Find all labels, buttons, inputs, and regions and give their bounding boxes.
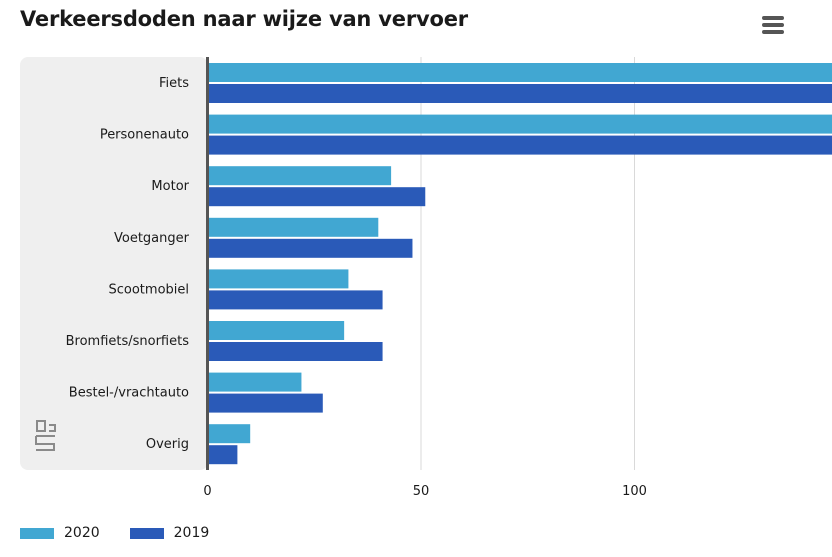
category-label: Personenauto [100,128,189,143]
bar-2020-voetganger[interactable] [209,217,379,237]
bars [209,63,832,465]
bar-2019-bromfiets-snorfiets[interactable] [209,342,383,361]
bar-2019-motor[interactable] [209,187,426,207]
x-tick-label-100: 100 [622,484,647,499]
bar-2020-personenauto[interactable] [209,114,832,134]
hamburger-menu-icon[interactable] [760,16,786,38]
x-tick-labels: 050100150200250 [203,484,647,499]
bar-2019-voetganger[interactable] [209,238,413,258]
category-label: Overig [146,437,189,452]
bar-2019-personenauto[interactable] [209,135,832,155]
bar-2019-overig[interactable] [209,445,238,465]
legend: 2020 2019 [20,525,239,541]
legend-swatch-2020 [20,527,54,539]
bar-2020-motor[interactable] [209,166,392,186]
cbs-logo [35,420,56,451]
legend-item-2019[interactable]: 2019 [129,525,210,541]
category-label: Bestel-/vrachtauto [69,386,189,401]
category-labels: Fiets Personenauto Motor Voetganger Scootmob… [66,76,190,452]
x-tick-label-50: 50 [413,484,430,499]
bar-2020-bromfiets-snorfiets[interactable] [209,321,345,340]
bar-2020-bestel-vrachtauto[interactable] [209,372,302,392]
bar-2020-fiets[interactable] [209,63,832,82]
category-label: Scootmobiel [109,282,190,297]
bar-2019-bestel-vrachtauto[interactable] [209,393,323,413]
legend-swatch-2019 [129,527,164,539]
bar-2020-scootmobiel[interactable] [209,269,349,289]
legend-label-2020: 2020 [64,525,100,541]
category-label: Motor [151,179,189,194]
bar-2019-fiets[interactable] [209,84,832,103]
category-label: Voetganger [114,231,190,246]
legend-label-2019: 2019 [173,525,210,541]
category-label-panel [20,57,208,470]
category-label: Bromfiets/snorfiets [66,334,190,349]
chart-title: Verkeersdoden naar wijze van vervoer [20,7,468,31]
bar-chart: Fiets Personenauto Motor Voetganger Scootmob… [20,57,832,499]
category-label: Fiets [159,76,189,91]
bar-2019-scootmobiel[interactable] [209,290,383,310]
legend-item-2020[interactable]: 2020 [20,525,100,541]
x-tick-label-0: 0 [203,484,211,499]
bar-2020-overig[interactable] [209,424,251,444]
